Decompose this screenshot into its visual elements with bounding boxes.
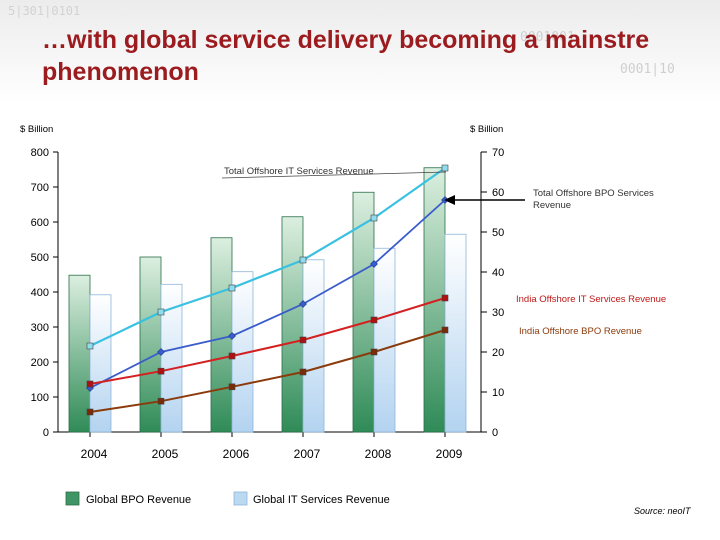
banner-digits: 5|301|0101 xyxy=(8,4,81,18)
label-total-offshore-it: Total Offshore IT Services Revenue xyxy=(224,166,374,177)
slide-title-line-1: …with global service delivery becoming a… xyxy=(42,26,650,54)
legend-swatch-it xyxy=(233,491,248,506)
label-total-offshore-bpo-2: Revenue xyxy=(533,200,571,211)
left-tick-label: 0 xyxy=(43,427,49,439)
label-total-offshore-bpo-1: Total Offshore BPO Services xyxy=(533,188,654,199)
point-marker xyxy=(157,367,165,375)
right-tick-label: 70 xyxy=(492,147,504,159)
legend-label-it: Global IT Services Revenue xyxy=(253,494,390,506)
x-tick-label: 2006 xyxy=(223,447,250,461)
right-tick-label: 10 xyxy=(492,387,504,399)
point-marker xyxy=(157,308,165,316)
label-line-total-offshore-it xyxy=(221,171,447,179)
bar-global-it xyxy=(160,283,183,433)
point-marker xyxy=(157,397,165,405)
left-tick-label: 700 xyxy=(31,182,49,194)
source-note: Source: neoIT xyxy=(634,506,692,516)
label-india-bpo: India Offshore BPO Revenue xyxy=(519,326,642,337)
bar-global-bpo xyxy=(139,256,162,433)
point-marker xyxy=(86,408,94,416)
left-tick-label: 600 xyxy=(31,217,49,229)
banner-digits: 0001001 xyxy=(520,30,575,45)
title-banner: 5|301|0101 0001001 0001|10 …with global … xyxy=(0,0,720,102)
point-marker xyxy=(228,383,236,391)
left-tick-label: 400 xyxy=(31,287,49,299)
point-marker xyxy=(441,326,449,334)
bar-global-bpo xyxy=(281,216,304,433)
left-tick-label: 500 xyxy=(31,252,49,264)
point-marker xyxy=(441,164,449,172)
line-total-offshore-it xyxy=(89,167,446,347)
line-india-it xyxy=(89,297,446,385)
x-tick-label: 2009 xyxy=(436,447,463,461)
left-tick-label: 200 xyxy=(31,357,49,369)
point-marker xyxy=(299,368,307,376)
right-tick-label: 40 xyxy=(492,267,504,279)
left-tick-label: 100 xyxy=(31,392,49,404)
point-marker xyxy=(228,352,236,360)
point-marker xyxy=(228,332,236,340)
right-tick-label: 60 xyxy=(492,187,504,199)
bar-global-bpo xyxy=(210,237,233,433)
x-tick-label: 2007 xyxy=(294,447,321,461)
point-marker xyxy=(86,380,94,388)
right-tick-label: 30 xyxy=(492,307,504,319)
line-india-bpo xyxy=(89,329,446,413)
right-tick-label: 0 xyxy=(492,427,498,439)
left-axis-label: $ Billion xyxy=(20,124,53,135)
x-tick-label: 2004 xyxy=(81,447,108,461)
point-marker xyxy=(299,256,307,264)
x-tick-label: 2005 xyxy=(152,447,179,461)
point-marker xyxy=(157,348,165,356)
legend-label-bpo: Global BPO Revenue xyxy=(86,494,191,506)
left-tick-label: 300 xyxy=(31,322,49,334)
legend-swatch-bpo xyxy=(65,491,80,506)
label-india-it: India Offshore IT Services Revenue xyxy=(516,294,666,305)
banner-digits: 0001|10 xyxy=(620,62,675,77)
right-axis-label: $ Billion xyxy=(470,124,503,135)
point-marker xyxy=(370,348,378,356)
bar-global-it xyxy=(302,259,325,433)
bar-global-it xyxy=(89,294,112,433)
slide-title-line-2: phenomenon xyxy=(42,58,199,86)
slide-title: …with global service delivery becoming a… xyxy=(42,24,720,88)
bar-global-bpo xyxy=(68,274,91,433)
bar-global-it xyxy=(373,247,396,433)
x-tick-label: 2008 xyxy=(365,447,392,461)
right-tick-label: 20 xyxy=(492,347,504,359)
point-marker xyxy=(370,260,378,268)
axes-layer: 8007006005004003002001000706050403020100… xyxy=(31,147,505,461)
point-marker xyxy=(370,214,378,222)
line-total-offshore-bpo xyxy=(89,199,446,389)
point-marker xyxy=(441,294,449,302)
point-marker xyxy=(299,300,307,308)
point-marker xyxy=(370,316,378,324)
point-marker xyxy=(86,342,94,350)
arrow-head-icon xyxy=(444,195,455,205)
bar-layer xyxy=(68,167,467,433)
point-marker xyxy=(299,336,307,344)
point-marker xyxy=(228,284,236,292)
left-tick-label: 800 xyxy=(31,147,49,159)
right-tick-label: 50 xyxy=(492,227,504,239)
